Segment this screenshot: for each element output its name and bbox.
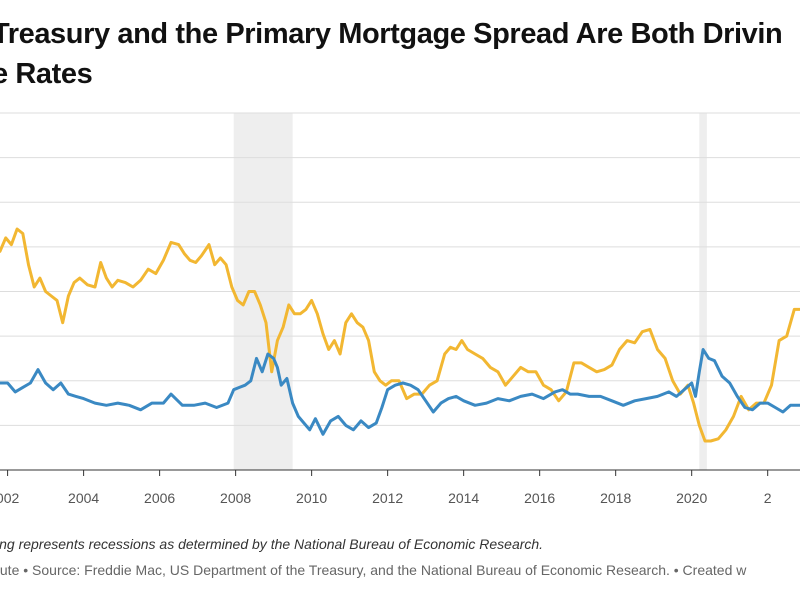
x-tick-label: 2014 [448,490,479,506]
x-tick-label: 2016 [524,490,555,506]
recession-note: ing represents recessions as determined … [0,536,544,552]
chart-title: Treasury and the Primary Mortgage Spread… [0,18,783,90]
x-tick-label: 2012 [372,490,403,506]
x-tick-label: 2 [764,490,772,506]
x-tick-label: 2020 [676,490,707,506]
x-tick-label: 2010 [296,490,327,506]
x-tick-label: 2008 [220,490,251,506]
source-credit: tute • Source: Freddie Mac, US Departmen… [0,562,747,578]
series-lines [0,227,800,443]
x-tick-label: 2018 [600,490,631,506]
x-tick-label: 002 [0,490,19,506]
series-line-1 [0,227,800,443]
series-line-2 [0,348,800,436]
x-tick-label: 2004 [68,490,99,506]
x-tick-label: 2006 [144,490,175,506]
x-axis: 002 2004 2006 2008 2010 2012 2014 2016 2018 2020 2 [0,469,800,506]
gridlines [0,112,800,426]
